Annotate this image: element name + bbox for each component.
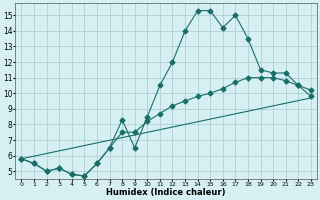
X-axis label: Humidex (Indice chaleur): Humidex (Indice chaleur) [107, 188, 226, 197]
